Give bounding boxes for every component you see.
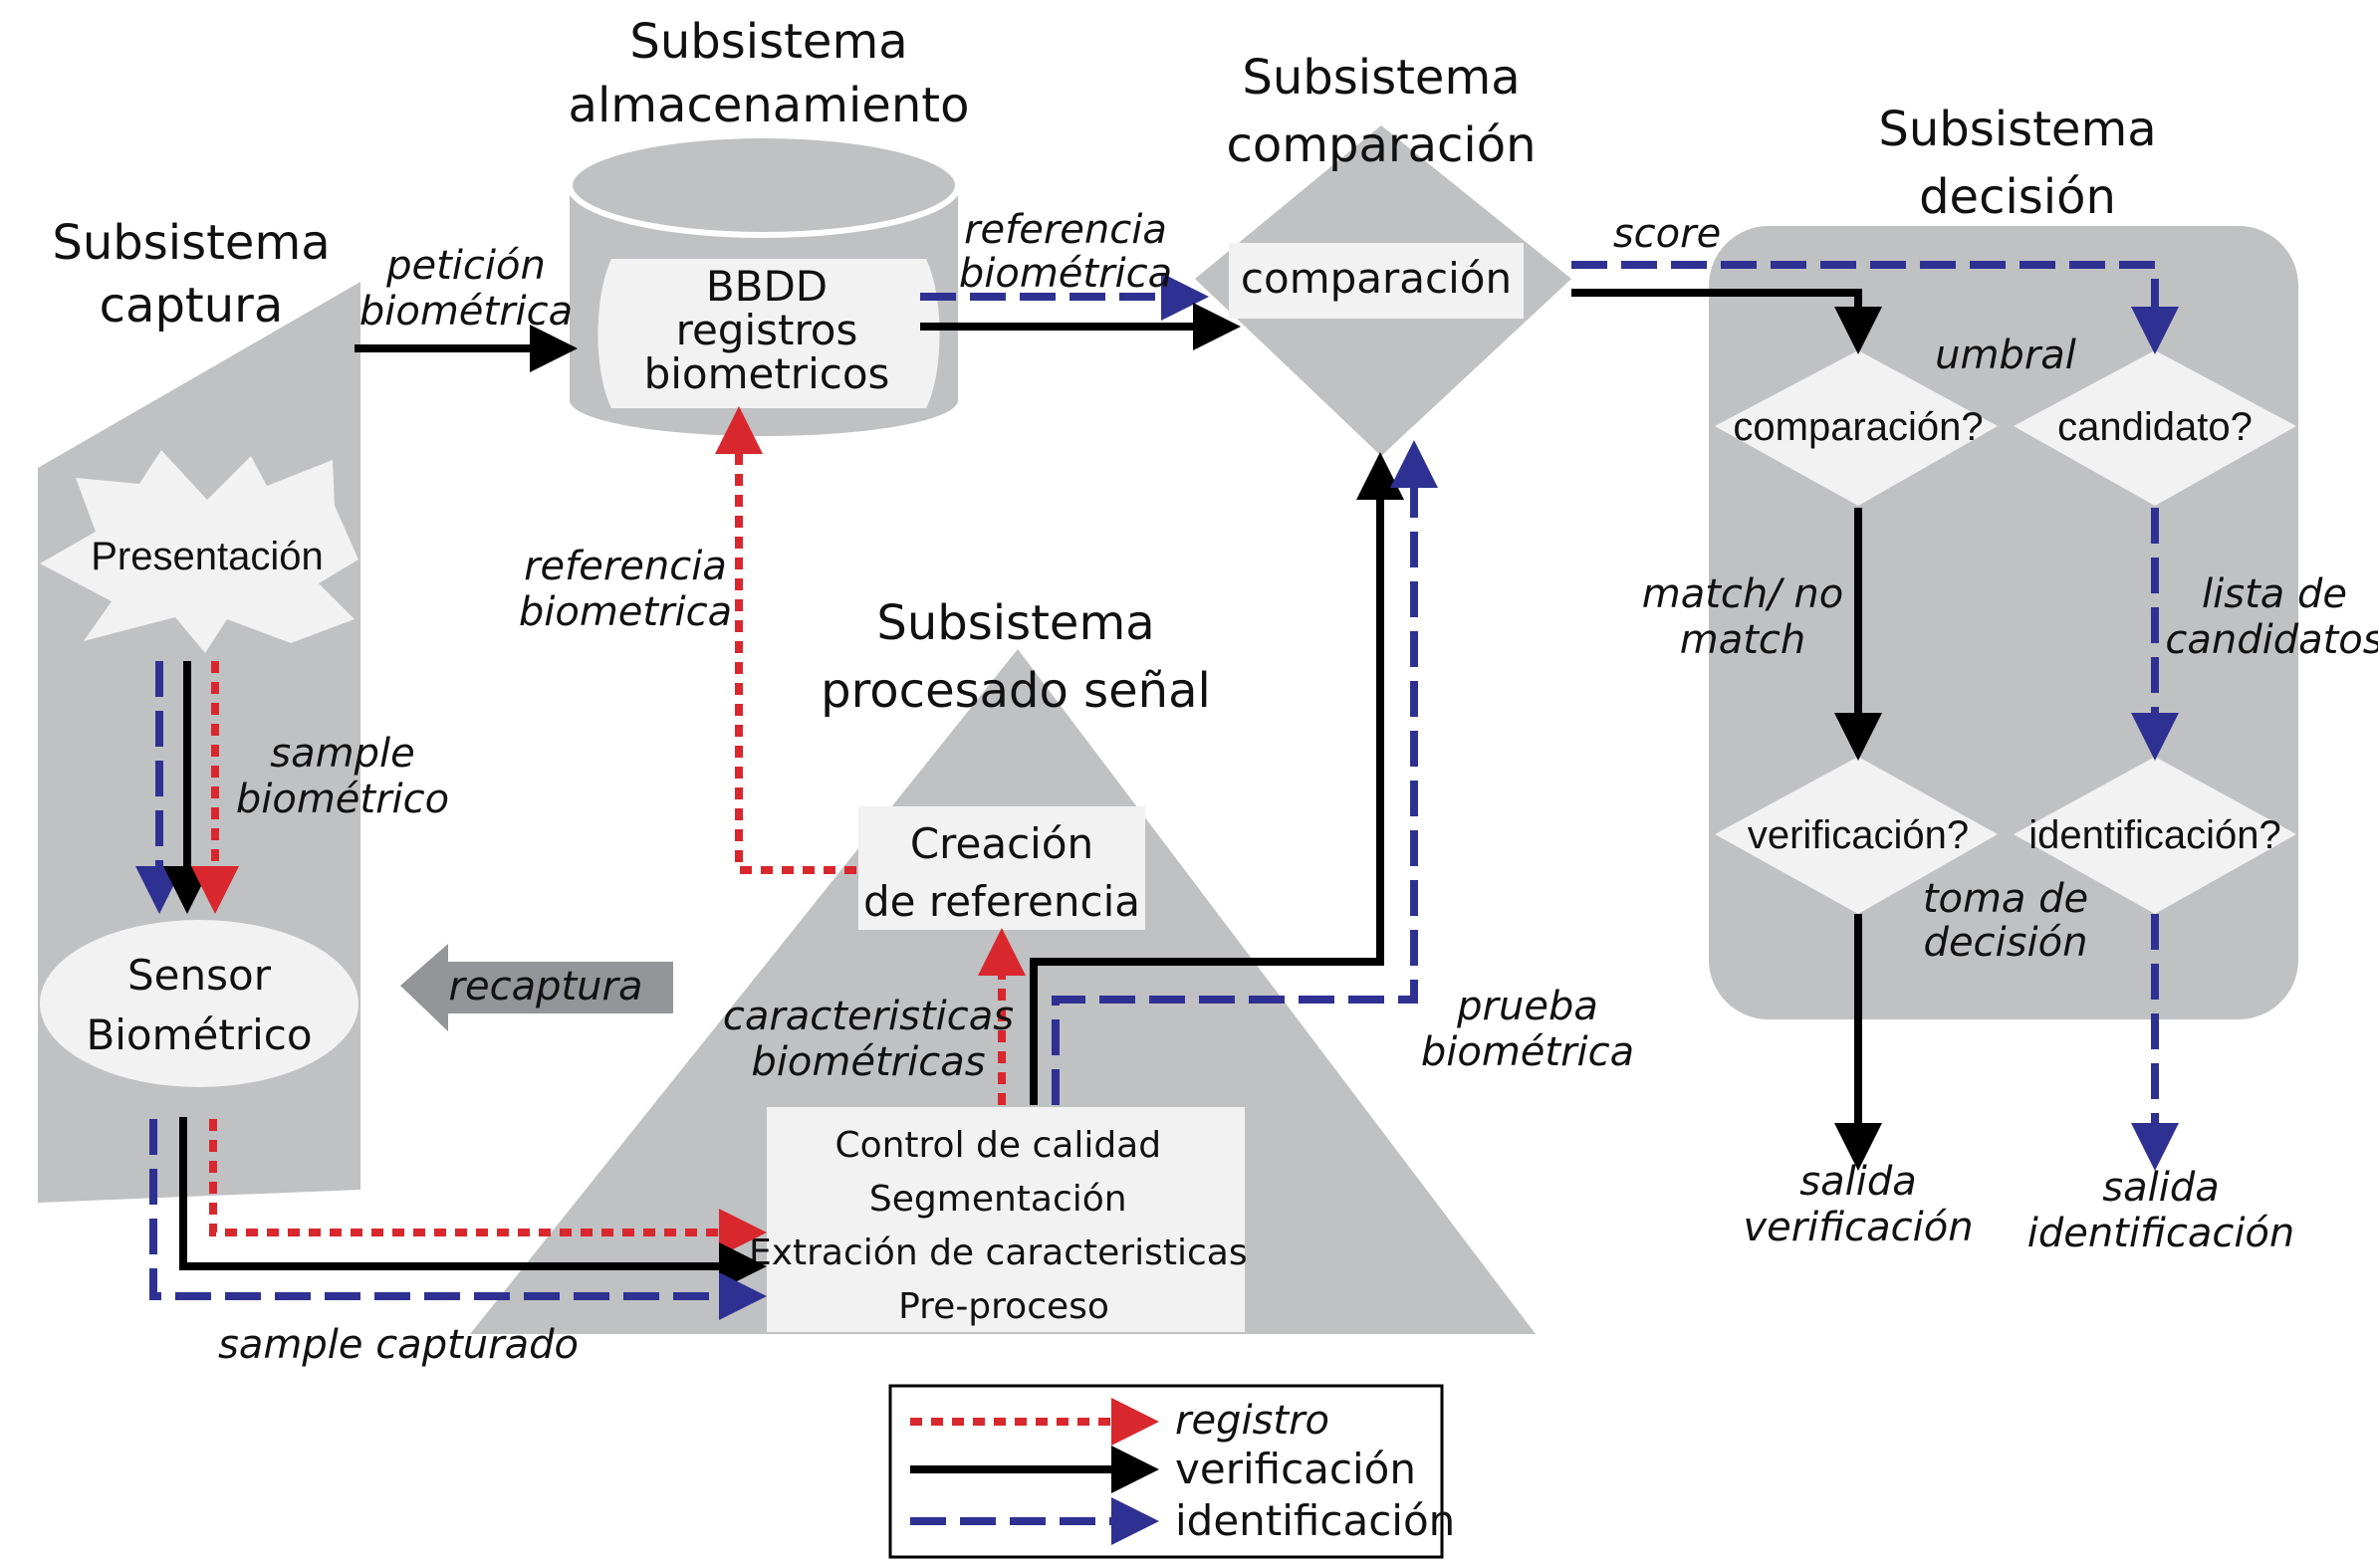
process-steps-box — [767, 1107, 1245, 1332]
label-lista: lista de candidatos — [2165, 571, 2378, 663]
decision-verificacion-label: verificación? — [1748, 813, 1969, 857]
decision-identificacion-label: identificación? — [2028, 813, 2281, 857]
label-umbral: umbral — [1935, 333, 2076, 378]
decision-identificacion-diamond — [2014, 757, 2296, 914]
reference-creation-label: Creación de referencia — [863, 819, 1140, 926]
title-procesado: Subsistema procesado señal — [821, 595, 1211, 719]
label-match: match/ no match — [1642, 571, 1844, 663]
recaptura-arrow — [400, 944, 673, 1031]
decision-candidato-diamond — [2014, 350, 2296, 506]
label-peticion: petición biométrica — [359, 243, 573, 335]
legend: registro verificación identificación — [888, 1384, 1455, 1559]
label-prueba: prueba biométrica — [1421, 984, 1634, 1075]
title-almacenamiento: Subsistema almacenamiento — [569, 14, 970, 133]
recaptura-label: recaptura — [449, 964, 643, 1009]
decision-candidato-label: candidato? — [2057, 405, 2253, 449]
legend-verificacion-label: verificación — [1175, 1445, 1416, 1493]
presentation-label: Presentación — [91, 535, 323, 578]
label-referencia-top: referencia biométrica — [959, 207, 1172, 297]
legend-identificacion-label: identificación — [1175, 1496, 1455, 1545]
process-steps-list: Control de calidad Segmentación Extració… — [749, 1125, 1259, 1327]
arrow-referencia-registro — [715, 406, 856, 874]
reference-creation-box — [858, 806, 1145, 930]
comparison-box — [1229, 243, 1524, 319]
title-comparacion: Subsistema comparación — [1226, 50, 1536, 173]
decision-verificacion-diamond — [1715, 757, 1998, 914]
label-salida-verificacion: salida verificación — [1743, 1159, 1973, 1250]
title-captura: Subsistema captura — [52, 215, 330, 334]
label-toma: toma de decisión — [1923, 876, 2088, 966]
title-decision: Subsistema decisión — [1878, 102, 2156, 225]
arrow-prueba-verificacion — [1030, 452, 1404, 1105]
arrow-capturado-registro — [209, 1119, 767, 1256]
label-sample-capturado: sample capturado — [218, 1322, 579, 1368]
arrow-score-verificacion — [1571, 289, 1882, 354]
label-salida-identificacion: salida identificación — [2027, 1165, 2295, 1256]
arrow-capturado-verificacion — [179, 1117, 767, 1290]
arrow-prueba-identificacion — [1052, 440, 1438, 1105]
bbdd-label: BBDD registros biometricos — [644, 262, 890, 398]
label-referencia-left: referencia biometrica — [519, 544, 732, 635]
presentation-starburst — [40, 450, 358, 653]
label-sample-biometrico: sample biométrico — [236, 731, 449, 822]
database-cylinder — [567, 132, 961, 436]
decision-comparacion-label: comparación? — [1733, 405, 1983, 449]
legend-registro-label: registro — [1175, 1398, 1329, 1444]
label-caracteristicas: caracteristicas biométricas — [723, 994, 1014, 1085]
decision-comparacion-diamond — [1715, 350, 1998, 506]
label-score: score — [1613, 211, 1721, 257]
sensor-label: Sensor Biométrico — [86, 951, 312, 1059]
sensor-ellipse — [40, 920, 358, 1087]
arrow-score-identificacion — [1571, 261, 2179, 354]
arrow-capturado-identificacion — [149, 1119, 767, 1320]
comparison-box-label: comparación — [1241, 254, 1512, 303]
